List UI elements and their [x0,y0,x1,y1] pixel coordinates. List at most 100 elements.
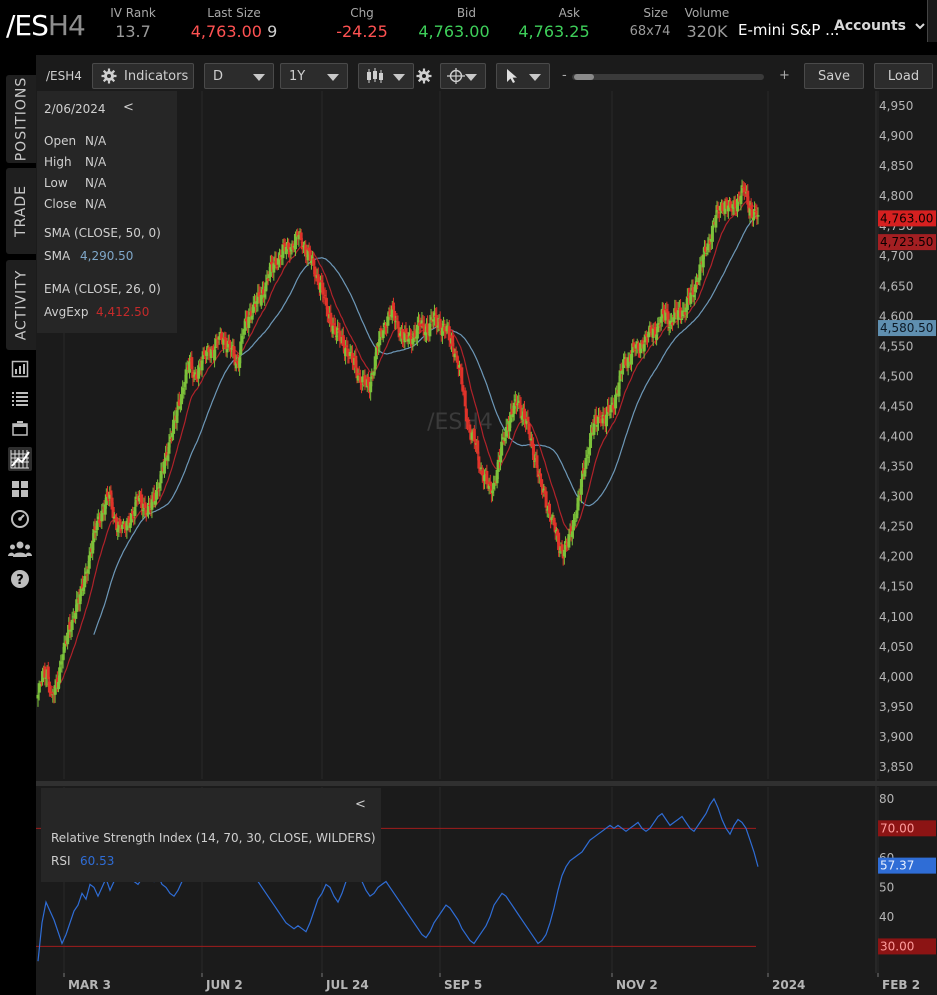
bar-chart-icon[interactable] [8,357,32,381]
candle-up [120,524,124,529]
candle-up [147,502,151,514]
candle-up [643,334,647,343]
candle-up [69,629,73,632]
candle-down [467,419,471,422]
data-window-collapse[interactable]: < [123,100,134,115]
candle-up [222,337,226,345]
zoom-out-button[interactable]: - [562,68,567,83]
toolbar-symbol[interactable]: /ESH4 [46,69,82,83]
candle-down [658,325,662,327]
open-row: Open N/A [44,134,107,148]
candle-up [158,482,162,489]
iv-rank-field: IV Rank 13.7 [110,6,156,43]
candle-down [452,348,456,357]
data-window: 2/06/2024 < Open N/A High N/A Low N/A Close… [37,91,177,333]
candle-up [692,294,696,298]
high-row: High N/A [44,155,107,169]
candle-down [704,246,708,252]
help-icon[interactable]: ? [8,567,32,591]
chart-grid-icon[interactable] [8,447,32,471]
gauge-icon[interactable] [8,507,32,531]
cursor-select[interactable] [496,63,550,89]
drawing-tools-select[interactable] [440,63,486,89]
candle-up [241,337,245,339]
candle-down [388,309,392,317]
candle-up [381,330,385,339]
candle-up [620,370,624,374]
last-size-field: Last Size 4,763.00 9 [186,6,282,43]
candle-down [557,532,561,551]
candle-down [649,326,653,333]
candle-down [296,231,300,237]
candle-down [299,232,303,241]
candle-up [153,500,157,505]
candle-up [175,410,179,423]
time-tick-label: SEP 5 [444,978,482,992]
candle-down [119,528,123,531]
candle-up [100,510,104,522]
people-icon[interactable] [8,537,32,561]
grid-icon[interactable] [8,477,32,501]
candle-down [110,497,114,510]
candle-up [668,321,672,325]
candle-down [594,415,598,424]
candle-down [321,282,325,295]
accounts-button[interactable]: Accounts [826,9,926,43]
time-tick-label: 2024 [772,978,805,992]
candle-down [68,621,72,630]
window-icon[interactable] [8,417,32,441]
candle-up [567,534,571,548]
candle-up [614,394,618,409]
candle-up [281,244,285,259]
candle-down [132,516,136,519]
candle-up [664,310,668,321]
price-tick-label: 4,500 [879,369,913,383]
zoom-slider[interactable] [572,74,764,80]
candle-down [39,682,43,684]
candle-down [444,330,448,333]
candle-down [644,334,648,337]
chart-settings-icon[interactable] [416,68,432,88]
candle-down [325,306,329,317]
chart-style-select[interactable] [358,63,414,89]
candle-down [671,322,675,325]
candle-down [215,337,219,340]
candle-up [66,632,70,645]
candle-up [159,470,163,484]
candle-down [456,361,460,369]
candle-down [224,337,228,350]
tab-trade[interactable]: TRADE [6,168,36,254]
candle-up [225,349,229,353]
symbol-title[interactable]: /ESH4 [6,9,86,42]
candle-up [82,587,86,592]
candle-up [513,399,517,401]
candle-up [150,499,154,510]
candle-up [239,341,243,355]
last-size-label: Last Size [207,6,261,20]
candle-down [636,343,640,350]
candle-up [595,424,599,427]
candle-up [63,643,67,646]
tab-positions[interactable]: POSITIONS [6,75,36,163]
load-button[interactable]: Load [874,63,933,89]
candle-up [95,520,99,531]
save-button[interactable]: Save [804,63,864,89]
list-icon[interactable] [8,387,32,411]
candle-up [361,376,365,383]
zoom-slider-handle[interactable] [574,74,594,80]
zoom-in-button[interactable]: + [779,68,790,83]
range-select[interactable]: 1Y [280,63,348,89]
candle-up [589,433,593,448]
candle-up [164,454,168,462]
candle-down [337,330,341,332]
price-tick-label: 4,300 [879,490,913,504]
rsi-legend-collapse[interactable]: < [355,797,366,812]
tab-activity[interactable]: ACTIVITY [6,260,36,350]
interval-select[interactable]: D [204,63,274,89]
candle-down [451,335,455,347]
candle-down [468,424,472,433]
candle-down [413,330,417,338]
indicators-button[interactable]: Indicators [92,63,194,89]
candle-up [574,520,578,522]
candle-up [592,423,596,435]
